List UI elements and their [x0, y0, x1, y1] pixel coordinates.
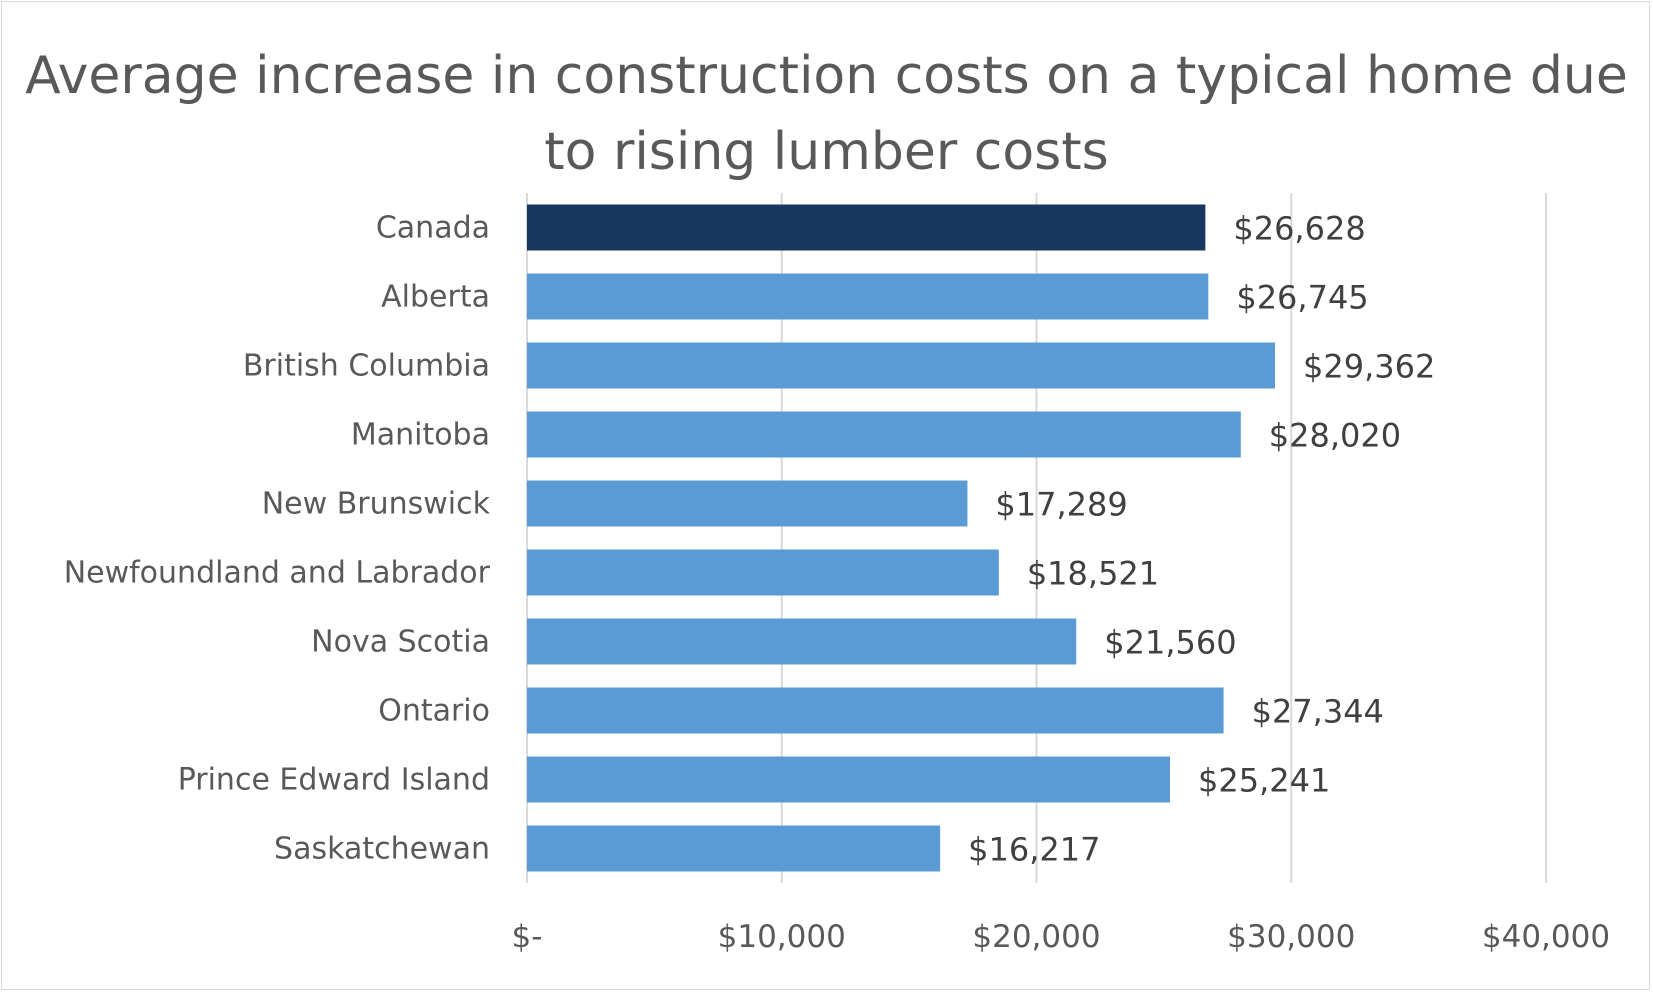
category-label: Alberta	[381, 280, 490, 315]
data-label: $25,241	[1198, 762, 1330, 800]
data-label: $18,521	[1027, 555, 1159, 593]
data-label: $28,020	[1269, 417, 1401, 455]
category-label: Ontario	[378, 694, 490, 729]
x-tick-label: $20,000	[972, 919, 1100, 955]
bar	[527, 411, 1241, 458]
data-label: $21,560	[1104, 624, 1236, 662]
category-label: Prince Edward Island	[178, 763, 490, 798]
x-tick-label: $40,000	[1482, 919, 1610, 955]
data-label: $26,628	[1233, 210, 1365, 248]
chart-title: Average increase in construction costs o…	[25, 46, 1628, 182]
data-label: $17,289	[995, 486, 1127, 524]
bar	[527, 549, 999, 596]
bar	[527, 480, 968, 527]
category-label: Canada	[376, 211, 490, 246]
category-label: Nova Scotia	[311, 625, 490, 660]
bar	[527, 756, 1171, 803]
data-label: $16,217	[968, 831, 1100, 869]
bar	[527, 342, 1275, 389]
data-label: $26,745	[1236, 279, 1368, 317]
category-label: British Columbia	[243, 349, 490, 384]
x-tick-label: $30,000	[1227, 919, 1355, 955]
bar	[527, 687, 1224, 734]
bar	[527, 618, 1077, 665]
bar	[527, 204, 1206, 251]
category-label: Newfoundland and Labrador	[64, 556, 491, 591]
data-label: $29,362	[1303, 348, 1435, 386]
bar	[527, 273, 1209, 320]
x-tick-label: $-	[512, 919, 543, 955]
data-label: $27,344	[1252, 693, 1384, 731]
category-label: Saskatchewan	[274, 832, 490, 867]
category-label: Manitoba	[351, 418, 490, 453]
category-label: New Brunswick	[262, 487, 491, 522]
x-tick-label: $10,000	[718, 919, 846, 955]
bar	[527, 825, 941, 872]
